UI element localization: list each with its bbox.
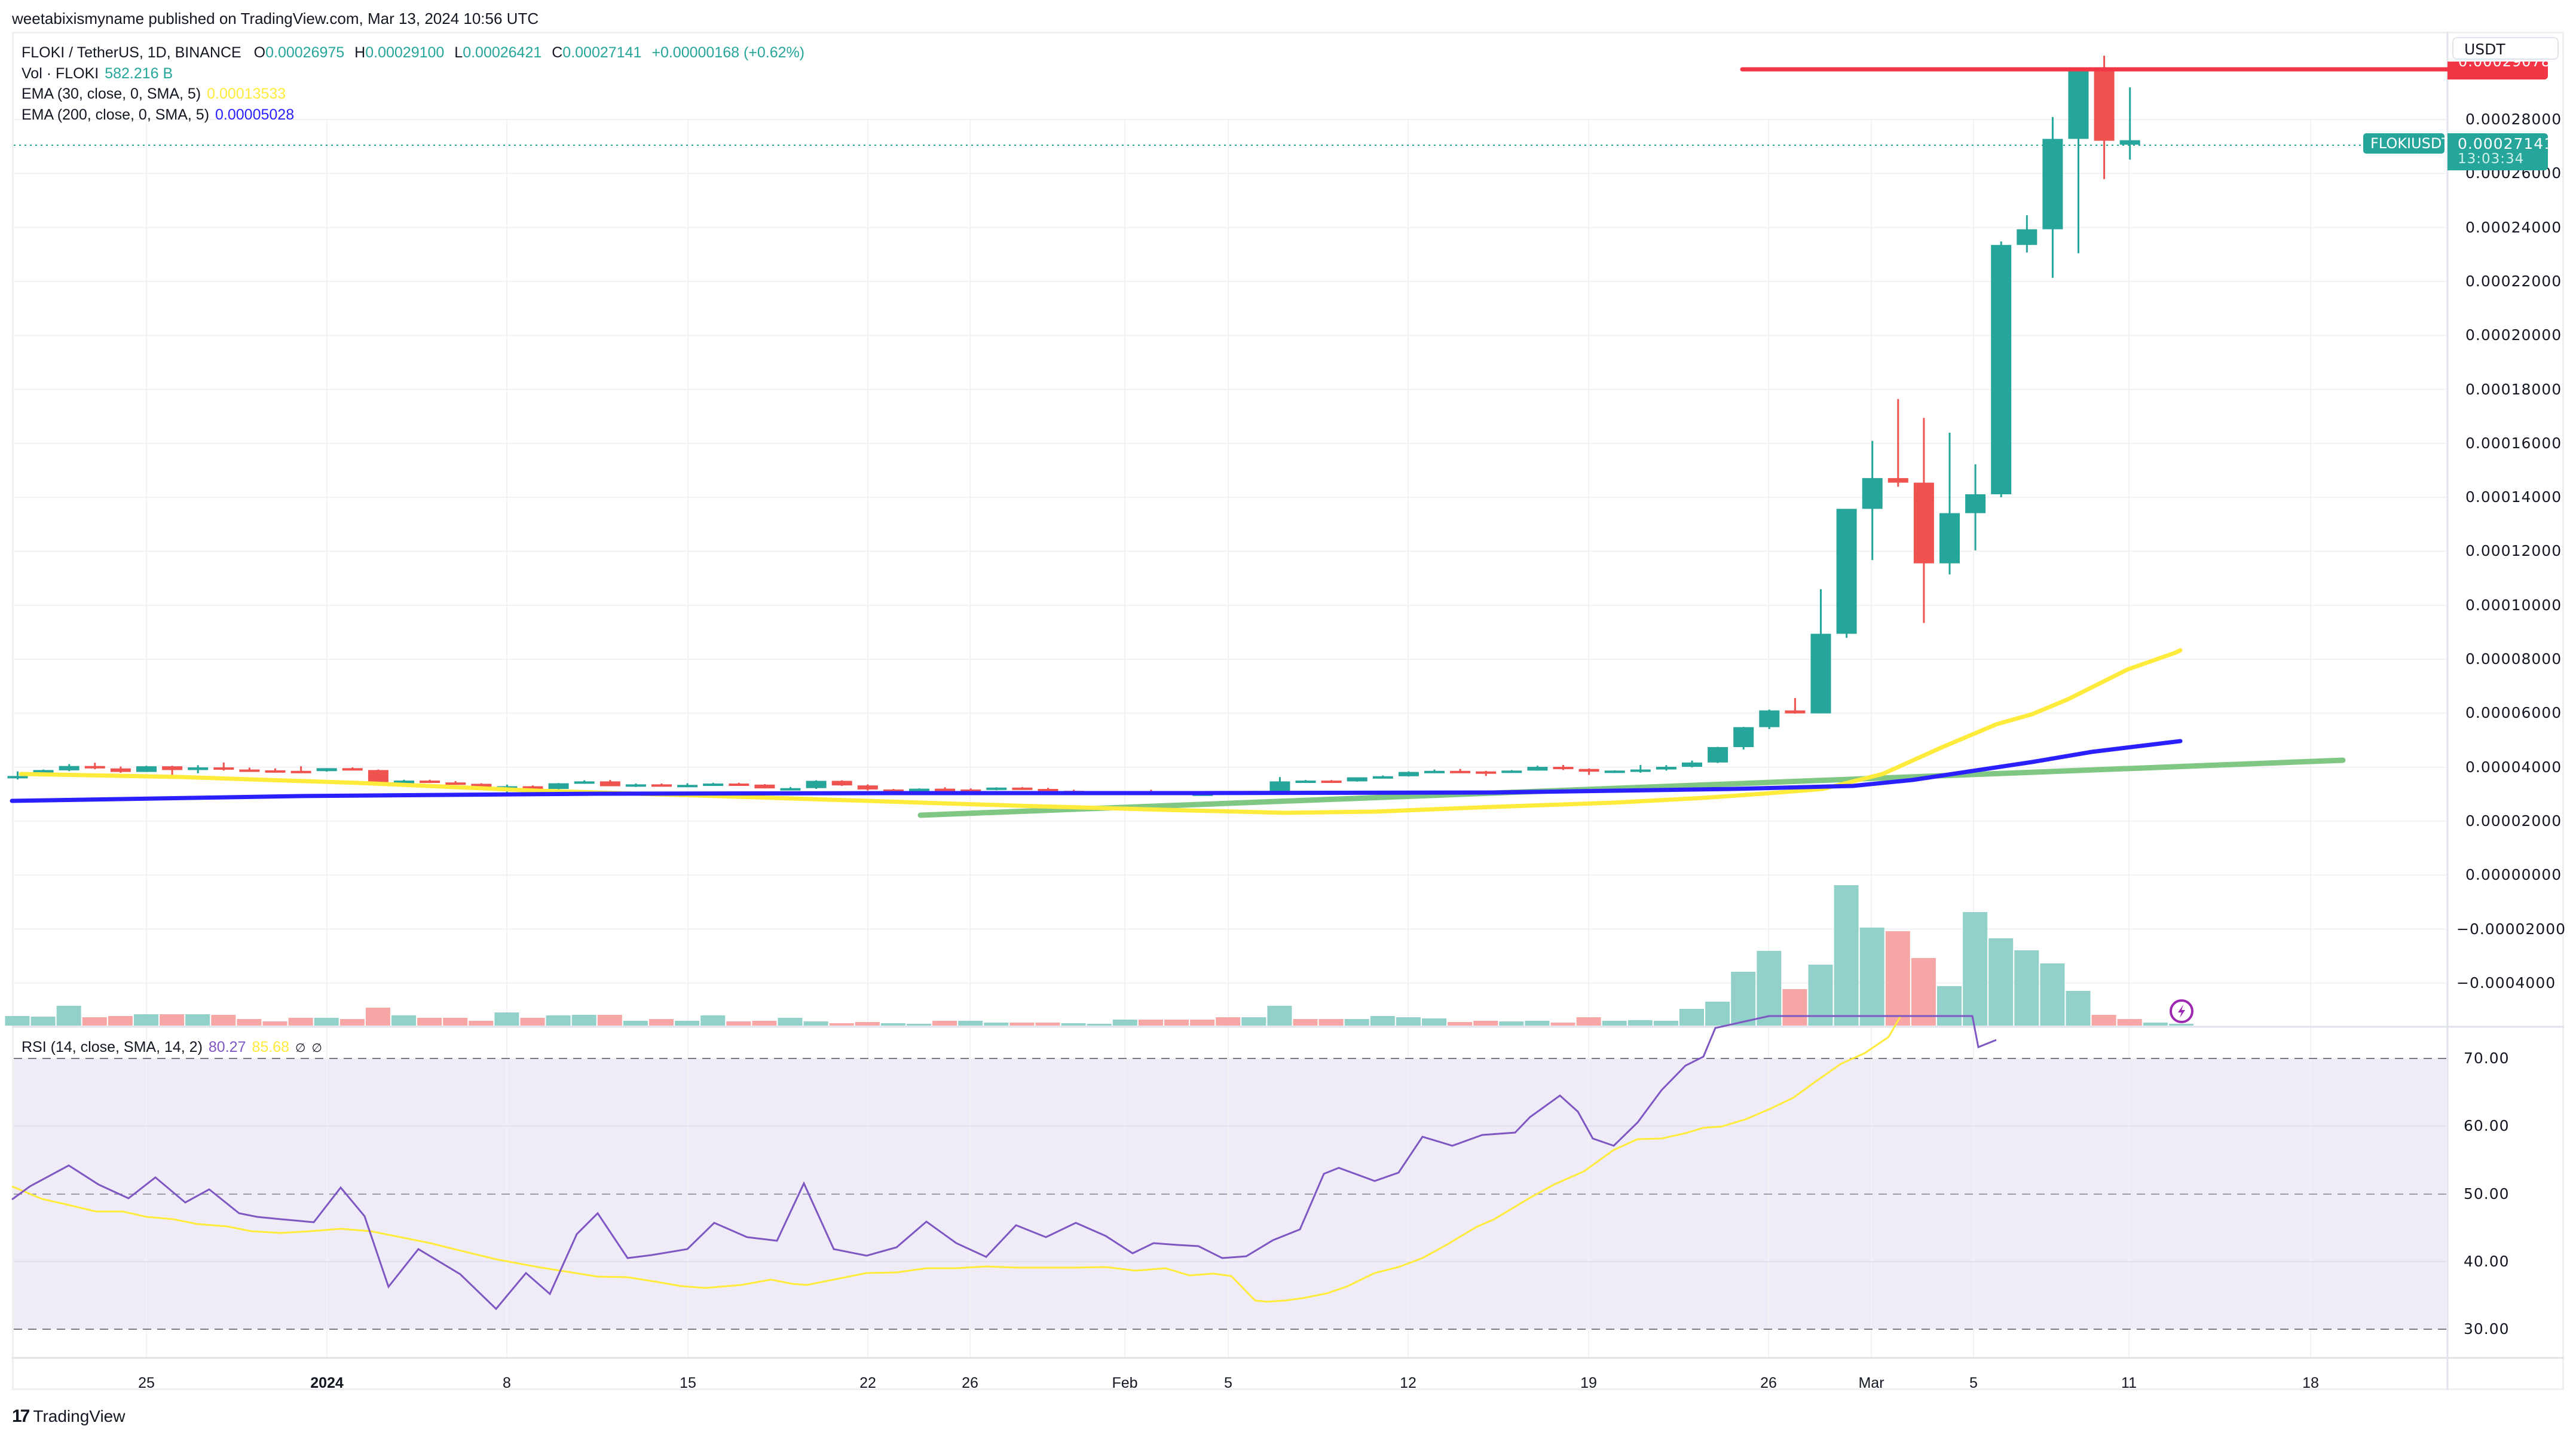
time-tick: 25 (138, 1375, 155, 1391)
rsi-na-1: ∅ (295, 1042, 306, 1055)
price-tick: 0.00006000 (2465, 704, 2562, 722)
ema200-value: 0.00005028 (215, 106, 295, 123)
rsi-tick: 50.00 (2464, 1185, 2510, 1202)
time-tick: 11 (2121, 1375, 2137, 1391)
price-tick: 0.00028000 (2465, 111, 2562, 128)
rsi-legend[interactable]: RSI (14, close, SMA, 14, 2) 80.27 85.68 ∅ ∅ (22, 1039, 322, 1055)
time-tick: 2024 (310, 1375, 344, 1391)
time-tick: 22 (859, 1375, 876, 1391)
price-tick: −0.00002000 (2456, 920, 2566, 938)
ema200-line[interactable] (10, 739, 2183, 803)
last-price-tag: 0.00027141 13:03:34 (2447, 133, 2554, 170)
rsi-tick: 60.00 (2464, 1117, 2510, 1135)
price-tick: 0.00014000 (2465, 488, 2562, 506)
chart-frame (12, 32, 2564, 1390)
price-tick: 0.00004000 (2465, 758, 2562, 776)
rsi-na-2: ∅ (311, 1042, 322, 1055)
candlesticks (7, 56, 2140, 796)
change-value: +0.00000168 (+0.62%) (651, 44, 805, 61)
currency-selector[interactable]: USDT (2452, 37, 2559, 60)
high-value: 0.00029100 (365, 44, 445, 61)
time-tick: 26 (1760, 1375, 1777, 1391)
last-price-value: 0.00027141 (2458, 135, 2554, 152)
lightning-icon[interactable] (2170, 999, 2193, 1023)
symbol-price-tag: FLOKIUSDT (2363, 133, 2450, 154)
open-value: 0.00026975 (265, 44, 345, 61)
time-tick: 8 (503, 1375, 511, 1391)
price-tick: −0.0004000 (2456, 974, 2556, 992)
symbol-title: FLOKI / TetherUS, 1D, BINANCE (22, 44, 241, 61)
time-tick: 19 (1580, 1375, 1597, 1391)
price-tick: 0.00022000 (2465, 272, 2562, 290)
ema30-line[interactable] (19, 648, 2183, 815)
time-tick: 15 (680, 1375, 696, 1391)
price-tick: 0.00012000 (2465, 542, 2562, 560)
resistance-price-label: 0.00029078 (2447, 62, 2548, 79)
time-tick: 5 (1224, 1375, 1232, 1391)
published-by: weetabixismyname published on TradingVie… (12, 10, 539, 27)
rsi-lines (11, 1015, 1997, 1311)
price-tick: 0.00018000 (2465, 380, 2562, 398)
overlays (10, 67, 2450, 818)
ema30-value: 0.00013533 (207, 85, 286, 102)
low-value: 0.00026421 (463, 44, 542, 61)
ema200-legend[interactable]: EMA (200, close, 0, SMA, 5) 0.00005028 (22, 106, 295, 123)
rsi-value: 80.27 (208, 1039, 246, 1055)
rsi-tick: 40.00 (2464, 1252, 2510, 1270)
symbol-legend[interactable]: FLOKI / TetherUS, 1D, BINANCE O0.0002697… (22, 44, 805, 61)
price-tick: 0.00024000 (2465, 218, 2562, 236)
tradingview-logo-icon: 17 (12, 1406, 30, 1426)
time-tick: 18 (2302, 1375, 2319, 1391)
grid (14, 119, 2446, 1358)
price-tick: 0.00016000 (2465, 434, 2562, 452)
bar-countdown: 13:03:34 (2458, 151, 2525, 167)
volume-value: 582.216 B (105, 65, 173, 82)
price-tick: 0.00002000 (2465, 812, 2562, 830)
time-tick: Feb (1112, 1375, 1138, 1391)
price-tick: 0.00000000 (2465, 866, 2562, 884)
time-tick: 26 (962, 1375, 978, 1391)
rsi-ma-value: 85.68 (252, 1039, 290, 1055)
close-value: 0.00027141 (562, 44, 642, 61)
support-trendline[interactable] (917, 757, 2346, 818)
volume-legend[interactable]: Vol · FLOKI 582.216 B (22, 65, 173, 82)
ema30-legend[interactable]: EMA (30, close, 0, SMA, 5) 0.00013533 (22, 85, 286, 102)
price-tick: 0.00008000 (2465, 650, 2562, 668)
volume-bars (5, 885, 2193, 1026)
rsi-tick: 70.00 (2464, 1049, 2510, 1067)
time-tick: Mar (1858, 1375, 1884, 1391)
rsi-tick: 30.00 (2464, 1320, 2510, 1338)
time-tick: 5 (1969, 1375, 1978, 1391)
price-tick: 0.00020000 (2465, 326, 2562, 344)
tradingview-logo[interactable]: 17 TradingView (12, 1406, 126, 1426)
time-tick: 12 (1400, 1375, 1417, 1391)
price-tick: 0.00010000 (2465, 596, 2562, 614)
